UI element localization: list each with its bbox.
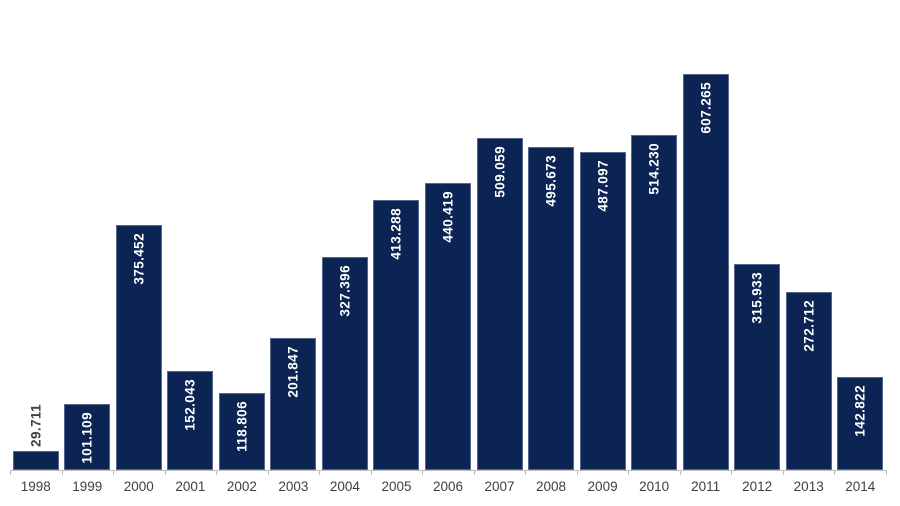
x-axis-tick xyxy=(783,470,784,475)
x-tick-label: 2013 xyxy=(793,479,824,494)
bar-value-label: 514.230 xyxy=(646,143,662,195)
x-tick-label: 2001 xyxy=(175,479,206,494)
x-tick-label: 1999 xyxy=(72,479,103,494)
bar-value-label: 201.847 xyxy=(285,346,301,398)
bar-1998: 29.711 xyxy=(12,404,59,470)
bar-value-label: 142.822 xyxy=(852,385,868,437)
x-tick-label: 2000 xyxy=(123,479,154,494)
x-axis-tick xyxy=(680,470,681,475)
x-axis-line xyxy=(10,470,886,471)
bar-2001: 152.043 xyxy=(167,371,214,470)
x-axis-tick xyxy=(834,470,835,475)
bar-value-label: 118.806 xyxy=(234,401,250,452)
x-tick-label: 2002 xyxy=(226,479,257,494)
bar-2009: 487.097 xyxy=(579,152,626,470)
bar-value-label: 607.265 xyxy=(698,82,714,134)
x-axis-tick xyxy=(113,470,114,475)
x-tick-label: 2014 xyxy=(845,479,876,494)
x-axis-tick xyxy=(886,470,887,475)
x-axis-tick xyxy=(577,470,578,475)
x-axis-tick xyxy=(474,470,475,475)
x-axis-tick xyxy=(319,470,320,475)
x-tick-label: 2012 xyxy=(742,479,773,494)
x-axis-tick xyxy=(371,470,372,475)
plot-area: 29.711 1998 101.109 1999 375.452 2000 152.043 2… xyxy=(10,0,887,494)
x-tick-label: 1998 xyxy=(20,479,51,494)
bar-value-label: 375.452 xyxy=(131,233,147,285)
bar-value-label: 272.712 xyxy=(801,300,817,352)
x-axis-tick xyxy=(525,470,526,475)
bar-value-label: 487.097 xyxy=(595,160,611,212)
x-tick-label: 2010 xyxy=(639,479,670,494)
x-tick-label: 2009 xyxy=(587,479,618,494)
x-tick-label: 2003 xyxy=(278,479,309,494)
bar-2012: 315.933 xyxy=(734,264,781,470)
bar-value-label: 509.059 xyxy=(492,146,508,198)
bar-value-label: 440.419 xyxy=(440,191,456,243)
x-tick-label: 2005 xyxy=(381,479,412,494)
x-axis-tick xyxy=(10,470,11,475)
bar-value-label: 101.109 xyxy=(79,412,95,464)
x-tick-label: 2004 xyxy=(329,479,360,494)
bar-2010: 514.230 xyxy=(631,135,678,470)
bar-2002: 118.806 xyxy=(218,393,265,470)
x-tick-label: 2007 xyxy=(484,479,515,494)
bar-1999: 101.109 xyxy=(64,404,111,470)
x-axis-tick xyxy=(731,470,732,475)
bar-value-label: 495.673 xyxy=(543,155,559,207)
bar-2004: 327.396 xyxy=(321,257,368,470)
bar-2011: 607.265 xyxy=(682,74,729,470)
bar-2014: 142.822 xyxy=(837,377,884,470)
bar-value-label: 327.396 xyxy=(337,265,353,317)
x-tick-label: 2008 xyxy=(536,479,567,494)
bar-2006: 440.419 xyxy=(425,183,471,470)
x-axis-tick xyxy=(268,470,269,475)
bar-2005: 413.288 xyxy=(373,200,420,470)
x-tick-label: 2011 xyxy=(691,479,721,494)
x-axis-tick xyxy=(165,470,166,475)
bar-2007: 509.059 xyxy=(476,138,523,470)
x-axis-tick xyxy=(628,470,629,475)
x-axis-tick xyxy=(62,470,63,475)
bar-value-label: 152.043 xyxy=(182,379,198,431)
x-axis-tick xyxy=(422,470,423,475)
bar-value-label: 413.288 xyxy=(388,208,404,260)
bar-2013: 272.712 xyxy=(785,292,832,470)
bar-2008: 495.673 xyxy=(528,147,575,470)
bar-value-label: 29.711 xyxy=(28,404,44,447)
bar-value-label: 315.933 xyxy=(749,272,765,324)
x-tick-label: 2006 xyxy=(432,479,464,494)
bar-2000: 375.452 xyxy=(115,225,162,470)
bar-2003: 201.847 xyxy=(270,338,317,470)
x-axis-tick xyxy=(216,470,217,475)
